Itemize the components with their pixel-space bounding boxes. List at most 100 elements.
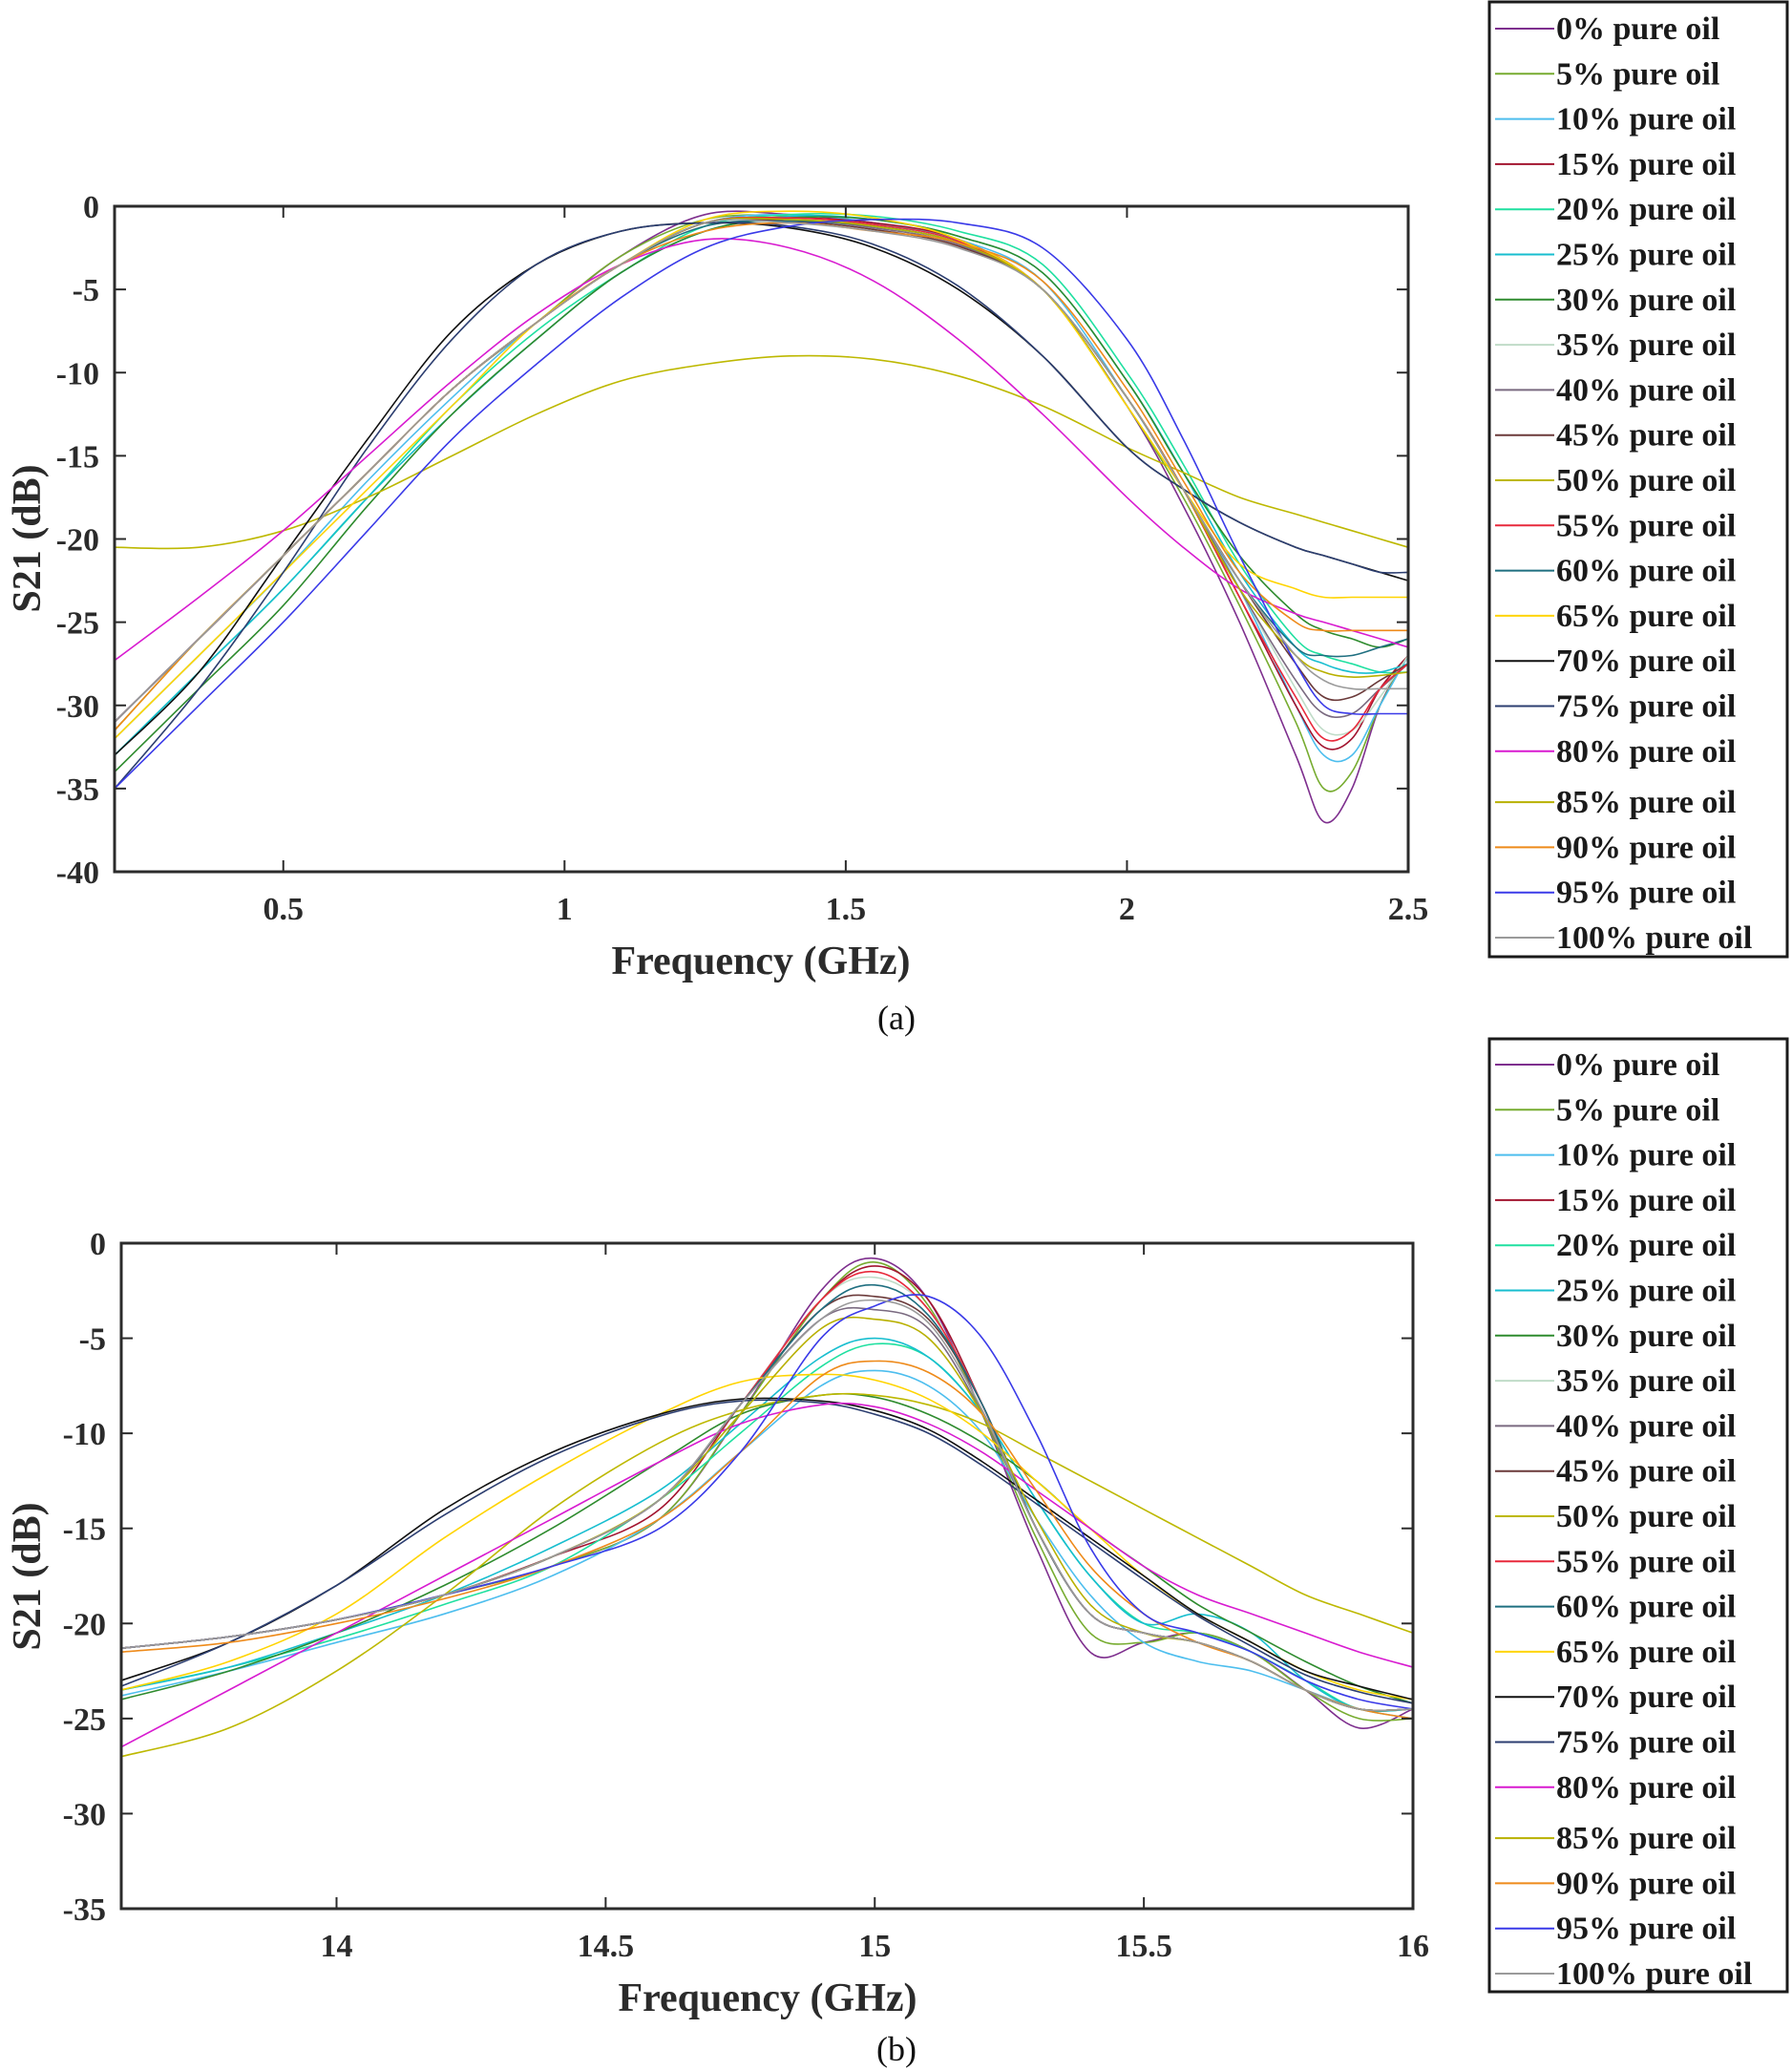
x-axis-b: 14 14.5 15 15.5 16 <box>321 1243 1429 1964</box>
legend-entry: 45% pure oil <box>1556 1454 1736 1490</box>
legend-entry: 15% pure oil <box>1556 1183 1736 1218</box>
y-tick-label: -25 <box>56 606 99 642</box>
series-line-a-4 <box>114 212 1409 756</box>
series-line-b-20 <box>120 1299 1414 1712</box>
series-line-b-0 <box>120 1257 1414 1729</box>
series-line-a-11 <box>114 216 1409 742</box>
series-line-a-7 <box>114 217 1409 736</box>
y-axis-label-a: S21 (dB) <box>6 464 50 612</box>
series-line-a-18 <box>114 222 1408 731</box>
series-line-a-10 <box>114 354 1409 550</box>
legend-entry: 40% pure oil <box>1556 372 1736 408</box>
legend-entry: 65% pure oil <box>1556 599 1736 634</box>
y-tick-label: -35 <box>56 772 99 808</box>
legend-entry: 40% pure oil <box>1556 1408 1736 1444</box>
legend-entry: 100% pure oil <box>1556 920 1752 956</box>
series-line-b-1 <box>120 1261 1414 1722</box>
y-tick-label: -5 <box>73 273 99 308</box>
legend-entry: 25% pure oil <box>1556 238 1736 273</box>
legend-entry: 60% pure oil <box>1556 554 1736 589</box>
series-line-a-6 <box>114 216 1409 772</box>
y-axis-a: 0 -5 -10 -15 -20 -25 -30 -35 -40 <box>56 190 1408 891</box>
legend-entry: 25% pure oil <box>1556 1274 1736 1309</box>
legend-entry: 55% pure oil <box>1556 1544 1736 1579</box>
series-line-a-9 <box>114 218 1409 723</box>
series-line-a-8 <box>114 217 1409 723</box>
axes-box-b <box>119 1241 1415 1911</box>
chart-b: 14 14.5 15 15.5 16 0 -5 -10 -15 -20 -25 -30 -35 Fre… <box>6 1037 1789 2068</box>
y-tick-label: -25 <box>63 1702 106 1738</box>
legend-entry: 5% pure oil <box>1556 56 1719 92</box>
legend-entry: 10% pure oil <box>1556 1138 1736 1173</box>
legend-entry: 75% pure oil <box>1556 1725 1736 1761</box>
legend-entry: 90% pure oil <box>1556 1866 1736 1901</box>
legend-entry: 80% pure oil <box>1556 734 1736 770</box>
legend-entry: 95% pure oil <box>1556 1912 1736 1947</box>
series-line-b-12 <box>120 1283 1414 1712</box>
legend-entry: 50% pure oil <box>1556 1499 1736 1534</box>
legend-a: 0% pure oil 5% pure oil 10% pure oil 15% pu… <box>1487 0 1789 959</box>
y-axis-label-b: S21 (dB) <box>6 1502 50 1650</box>
legend-entry: 30% pure oil <box>1556 283 1736 318</box>
series-line-b-5 <box>120 1337 1414 1712</box>
y-tick-label: 0 <box>83 190 99 225</box>
legend-entry: 50% pure oil <box>1556 463 1736 498</box>
legend-entry: 85% pure oil <box>1556 785 1736 820</box>
legend-entry: 70% pure oil <box>1556 1680 1736 1715</box>
legend-entry: 65% pure oil <box>1556 1635 1736 1670</box>
series-line-a-3 <box>114 216 1409 750</box>
x-tick-label: 0.5 <box>263 892 304 927</box>
plot-area-a <box>114 210 1409 824</box>
series-line-b-14 <box>120 1397 1414 1701</box>
legend-entry: 20% pure oil <box>1556 192 1736 227</box>
series-line-a-20 <box>114 219 1408 723</box>
y-tick-label: -20 <box>56 523 99 559</box>
legend-entry: 30% pure oil <box>1556 1319 1736 1354</box>
series-line-a-16 <box>114 238 1409 662</box>
legend-entry: 70% pure oil <box>1556 644 1736 679</box>
chart-a: 0.5 1 1.5 2 2.5 0 -5 -10 -15 -20 -25 -30 -35 -40 Fre… <box>6 0 1789 1037</box>
series-line-b-19 <box>120 1294 1414 1710</box>
series-line-a-0 <box>114 210 1409 824</box>
legend-entry: 45% pure oil <box>1556 418 1736 454</box>
legend-entry: 90% pure oil <box>1556 830 1736 865</box>
y-tick-label: -5 <box>79 1322 106 1358</box>
y-tick-label: -15 <box>56 439 99 475</box>
x-tick-label: 14 <box>321 1929 353 1964</box>
x-tick-label: 14.5 <box>578 1929 635 1964</box>
y-tick-label: 0 <box>90 1227 106 1262</box>
x-tick-label: 15.5 <box>1115 1929 1172 1964</box>
series-line-b-18 <box>120 1360 1414 1720</box>
y-tick-label: -10 <box>63 1417 106 1452</box>
series-line-b-10 <box>120 1392 1414 1758</box>
series-line-b-15 <box>120 1399 1414 1704</box>
legend-entry: 85% pure oil <box>1556 1821 1736 1856</box>
caption-a: (a) <box>877 999 916 1037</box>
legend-entry: 0% pure oil <box>1556 11 1719 47</box>
plot-area-b <box>120 1257 1414 1758</box>
series-line-b-2 <box>120 1369 1414 1720</box>
x-axis-label-b: Frequency (GHz) <box>619 1976 917 2020</box>
series-line-a-14 <box>114 222 1409 756</box>
legend-b: 0% pure oil 5% pure oil 10% pure oil 15% pu… <box>1487 1037 1789 1994</box>
legend-entry: 60% pure oil <box>1556 1590 1736 1625</box>
legend-entry: 15% pure oil <box>1556 147 1736 182</box>
x-axis-label-a: Frequency (GHz) <box>612 940 911 983</box>
x-tick-label: 2.5 <box>1388 892 1429 927</box>
series-line-a-2 <box>114 213 1409 763</box>
series-line-a-13 <box>114 210 1408 740</box>
legend-entry: 5% pure oil <box>1556 1092 1719 1128</box>
y-tick-label: -40 <box>56 856 99 891</box>
y-tick-label: -30 <box>63 1797 106 1832</box>
legend-entry: 0% pure oil <box>1556 1047 1719 1083</box>
x-tick-label: 1 <box>557 892 573 927</box>
x-tick-label: 2 <box>1119 892 1135 927</box>
x-axis-a: 0.5 1 1.5 2 2.5 <box>263 206 1428 927</box>
series-line-a-15 <box>114 222 1409 790</box>
legend-entry: 80% pure oil <box>1556 1770 1736 1806</box>
y-tick-label: -15 <box>63 1512 106 1548</box>
y-tick-label: -20 <box>63 1607 106 1642</box>
legend-entry: 75% pure oil <box>1556 689 1736 725</box>
x-tick-label: 15 <box>858 1929 891 1964</box>
caption-b: (b) <box>876 2030 917 2068</box>
